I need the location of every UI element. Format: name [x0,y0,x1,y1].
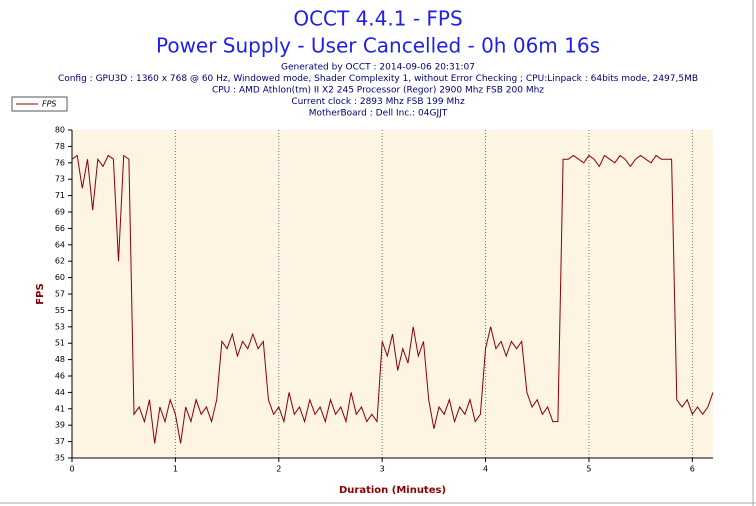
info-line: MotherBoard : Dell Inc.: 04GJJT [309,109,448,119]
y-tick-label: 48 [55,355,65,364]
y-tick-label: 62 [55,257,65,266]
info-line: Generated by OCCT : 2014-09-06 20:31:07 [281,63,475,73]
x-tick-label: 1 [173,465,178,474]
chart-subtitle: Power Supply - User Cancelled - 0h 06m 1… [156,34,600,58]
chart-title: OCCT 4.4.1 - FPS [293,7,462,31]
info-line: Config : GPU3D : 1360 x 768 @ 60 Hz, Win… [58,74,698,84]
x-tick-label: 4 [483,465,488,474]
y-tick-label: 71 [55,191,65,200]
y-tick-label: 64 [55,240,65,249]
y-tick-label: 60 [55,273,65,282]
legend-box [11,96,68,112]
y-tick-label: 69 [55,208,65,217]
y-tick-label: 66 [55,224,65,233]
x-axis-label: Duration (Minutes) [339,485,446,496]
plot-area [72,130,713,458]
y-tick-label: 37 [55,437,65,446]
y-tick-label: 51 [55,339,65,348]
x-tick-label: 2 [276,465,281,474]
data-line [71,154,714,444]
y-tick-label: 39 [55,421,65,430]
y-tick-label: 41 [55,404,65,413]
x-tick-label: 6 [690,465,695,474]
x-tick-label: 5 [586,465,591,474]
y-tick-label: 44 [55,388,65,397]
y-tick-label: 53 [55,322,65,331]
y-tick-label: 80 [55,126,65,135]
info-line: CPU : AMD Athlon(tm) II X2 245 Processor… [212,86,544,96]
y-tick-label: 76 [55,158,65,167]
info-line: Current clock : 2893 Mhz FSB 199 Mhz [291,97,465,107]
x-tick-label: 0 [69,465,74,474]
y-tick-label: 57 [55,290,65,299]
y-tick-label: 35 [55,454,65,463]
x-tick-label: 3 [380,465,385,474]
y-tick-label: 73 [55,175,65,184]
legend-label: FPS [42,100,57,109]
y-tick-label: 55 [55,306,65,315]
y-tick-label: 46 [55,372,65,381]
y-axis-label: FPS [35,283,46,304]
y-tick-label: 78 [55,142,65,151]
